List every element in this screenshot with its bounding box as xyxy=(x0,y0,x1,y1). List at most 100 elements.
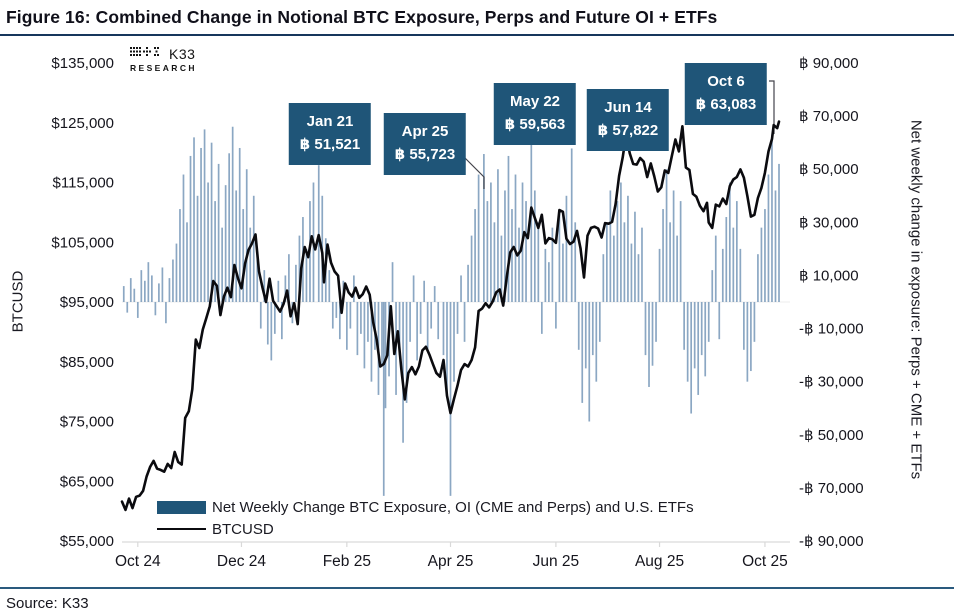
net-weekly-change-bar xyxy=(245,169,248,302)
btcusd-line xyxy=(120,120,781,512)
net-weekly-change-bar xyxy=(507,155,510,302)
source-text: Source: K33 xyxy=(6,595,89,612)
x-tick-label: Apr 25 xyxy=(428,553,474,570)
net-weekly-change-bar xyxy=(662,209,664,302)
net-weekly-change-bar xyxy=(548,262,550,302)
left-axis-tick-label: $125,000 xyxy=(51,115,114,132)
net-weekly-change-bar xyxy=(433,286,436,302)
net-weekly-change-bar xyxy=(409,302,411,342)
net-weekly-change-bar xyxy=(360,302,362,334)
left-axis-tick-label: $95,000 xyxy=(60,294,114,311)
net-weekly-change-bar xyxy=(356,302,359,356)
net-weekly-change-bar xyxy=(497,169,499,302)
net-weekly-change-bar xyxy=(570,148,573,302)
net-weekly-change-bar xyxy=(346,302,348,350)
net-weekly-change-bar xyxy=(651,302,654,366)
net-weekly-change-bar xyxy=(598,302,601,342)
net-weekly-change-bar xyxy=(555,302,557,329)
callout-jun-14: Jun 14 ฿ 57,822 xyxy=(586,89,670,151)
net-weekly-change-bar xyxy=(704,302,707,377)
net-weekly-change-bar xyxy=(623,222,626,302)
figure-footer: Source: K33 xyxy=(0,587,954,612)
net-weekly-change-bar xyxy=(537,222,540,302)
net-weekly-change-bar xyxy=(732,227,735,302)
net-weekly-change-bar xyxy=(398,302,401,356)
net-weekly-change-bar xyxy=(381,302,383,366)
right-axis-tick-label: -฿ 50,000 xyxy=(799,427,864,444)
x-tick-label: Oct 24 xyxy=(115,553,161,570)
net-weekly-change-bar xyxy=(249,227,252,302)
net-weekly-change-bar xyxy=(644,302,647,356)
right-axis-title: Net weekly change in exposure: Perps + C… xyxy=(907,119,925,480)
callout-date: May 22 xyxy=(509,93,561,110)
net-weekly-change-bar xyxy=(750,302,752,372)
net-weekly-change-bar xyxy=(655,302,657,342)
net-weekly-change-bar xyxy=(679,201,682,302)
net-weekly-change-bar xyxy=(504,190,506,302)
net-weekly-change-bar xyxy=(544,248,547,302)
callout-jan-21: Jan 21 ฿ 51,521 xyxy=(288,103,372,165)
bar-series-swatch-icon xyxy=(157,500,206,514)
net-weekly-change-bar xyxy=(605,222,608,302)
source-rule xyxy=(0,587,954,589)
net-weekly-change-bar xyxy=(470,235,473,302)
k33-dots-icon xyxy=(130,46,164,62)
net-weekly-change-bar xyxy=(602,254,605,302)
bar-series-label: Net Weekly Change BTC Exposure, OI (CME … xyxy=(212,498,694,516)
net-weekly-change-bar xyxy=(295,264,297,302)
net-weekly-change-bar xyxy=(367,302,369,342)
left-axis-tick-label: $85,000 xyxy=(60,354,114,371)
left-axis-title: BTCUSD xyxy=(9,270,27,333)
x-tick-label: Dec 24 xyxy=(217,553,266,570)
net-weekly-change-bar xyxy=(609,190,612,302)
net-weekly-change-bar xyxy=(151,275,153,302)
net-weekly-change-bar xyxy=(767,174,770,302)
net-weekly-change-bar xyxy=(331,302,334,329)
net-weekly-change-bar xyxy=(690,302,693,414)
title-rule xyxy=(0,34,954,36)
net-weekly-change-bar xyxy=(182,174,185,302)
net-weekly-change-bar xyxy=(221,227,223,302)
right-axis-tick-label: -฿ 70,000 xyxy=(799,480,864,497)
callout-value: ฿ 57,822 xyxy=(597,122,659,140)
net-weekly-change-bar xyxy=(634,211,636,302)
callout-value: ฿ 63,083 xyxy=(695,96,757,114)
net-weekly-change-bar xyxy=(210,142,213,302)
right-axis-tick-label: ฿ 30,000 xyxy=(799,214,859,231)
net-weekly-change-bar xyxy=(486,201,489,302)
left-axis-tick-label: $135,000 xyxy=(51,55,114,72)
net-weekly-change-bar xyxy=(474,209,476,302)
net-weekly-change-bar xyxy=(126,302,129,313)
net-weekly-change-bar xyxy=(577,302,580,350)
x-tick-label: Jun 25 xyxy=(533,553,580,570)
net-weekly-change-bar xyxy=(370,302,373,382)
net-weekly-change-bar xyxy=(259,302,262,329)
right-axis-tick-label: ฿ 70,000 xyxy=(799,108,859,125)
net-weekly-change-bar xyxy=(203,129,206,302)
net-weekly-change-bar xyxy=(235,190,238,302)
net-weekly-change-bar xyxy=(707,302,710,342)
net-weekly-change-bar xyxy=(175,243,178,302)
net-weekly-change-bar xyxy=(437,302,440,340)
legend-row-bars: Net Weekly Change BTC Exposure, OI (CME … xyxy=(157,496,694,518)
net-weekly-change-bar xyxy=(683,302,685,350)
net-weekly-change-bar xyxy=(200,147,202,302)
net-weekly-change-bar xyxy=(595,302,598,382)
net-weekly-change-bar xyxy=(764,209,766,302)
net-weekly-change-bar xyxy=(196,195,199,302)
net-weekly-change-bar xyxy=(442,302,445,356)
chart-area: Oct 24 Dec 24 Feb 25 Apr 25 Jun 25 Aug 25 Oct … xyxy=(0,33,954,583)
net-weekly-change-bar xyxy=(641,227,643,302)
net-weekly-change-bar xyxy=(147,262,150,302)
k33-research-logo: K33 RESEARCH xyxy=(130,46,197,73)
net-weekly-change-bar xyxy=(165,302,167,324)
net-weekly-change-bar xyxy=(140,270,143,302)
net-weekly-change-bar xyxy=(228,153,231,302)
net-weekly-change-bar xyxy=(721,248,724,302)
net-weekly-change-bar xyxy=(648,302,650,387)
net-weekly-change-bar xyxy=(588,302,591,422)
callout-leader-line xyxy=(463,156,485,189)
net-weekly-change-bar xyxy=(256,254,259,302)
net-weekly-change-bar xyxy=(349,302,352,329)
net-weekly-change-bar xyxy=(363,302,366,369)
